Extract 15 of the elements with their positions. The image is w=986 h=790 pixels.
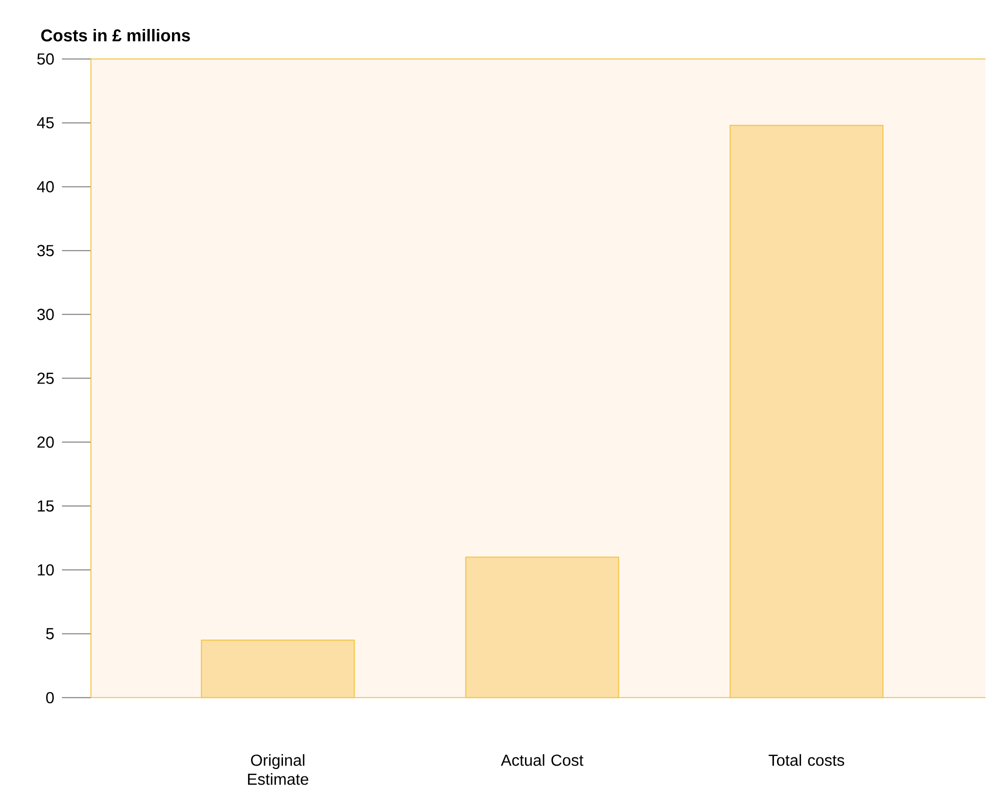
x-tick-label: Original Estimate	[248, 754, 308, 785]
y-tick-label: 20	[37, 436, 54, 448]
x-tick-label: Actual Cost	[500, 754, 584, 766]
y-tick-label: 5	[46, 628, 54, 640]
x-tick-label: Total costs	[768, 754, 844, 766]
y-tick-label: 25	[37, 372, 54, 384]
y-tick-label: 45	[37, 117, 54, 128]
y-tick-label: 50	[37, 53, 54, 65]
y-axis-title: Costs in £ millions	[41, 28, 190, 42]
y-tick-label: 15	[38, 500, 54, 512]
y-tick-label: 0	[46, 692, 54, 704]
y-tick-label: 30	[37, 308, 54, 320]
y-tick-label: 10	[38, 564, 54, 576]
y-tick-label: 35	[37, 244, 54, 256]
y-tick-label: 40	[37, 180, 54, 192]
